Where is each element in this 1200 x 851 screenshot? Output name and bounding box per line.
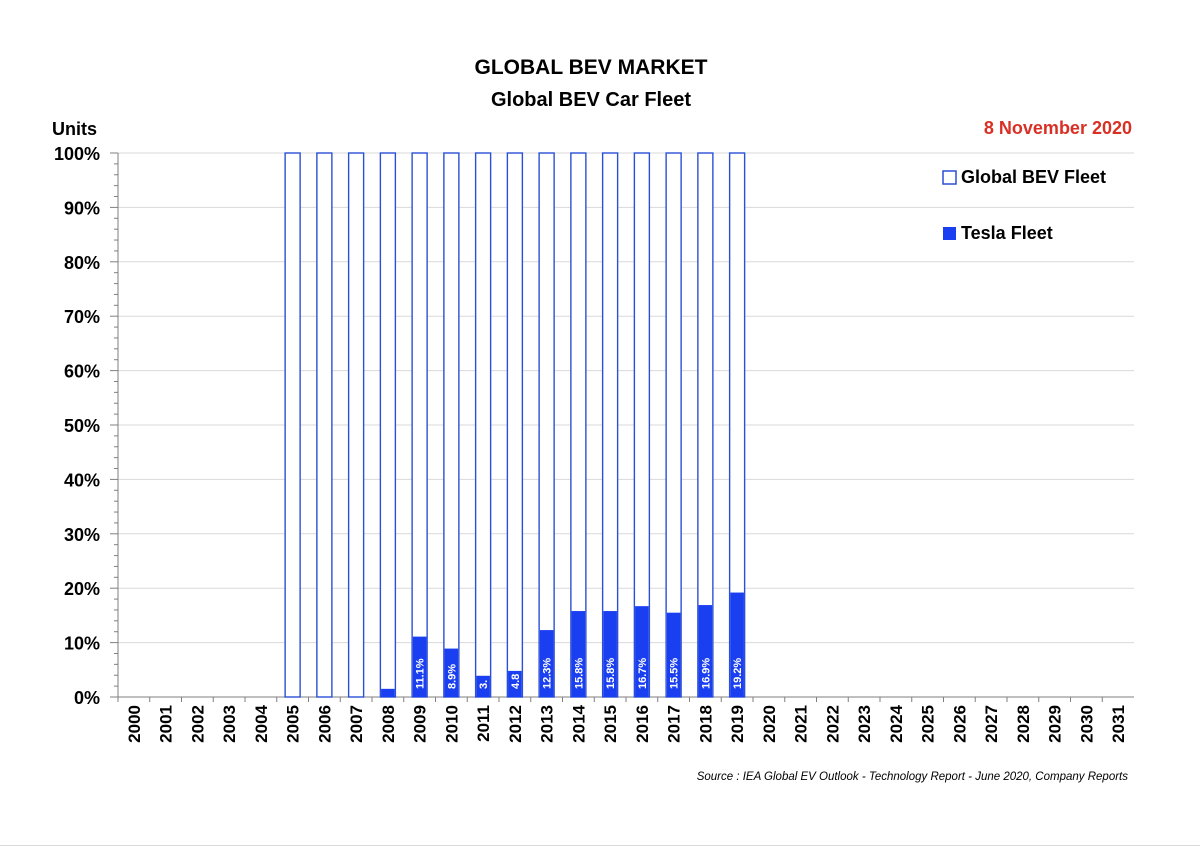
- x-tick-label-2025: 2025: [919, 705, 938, 743]
- data-label-tesla-2009: 11.1%: [415, 658, 427, 689]
- bar-global-bev-fleet-2011: [474, 152, 492, 698]
- x-tick-label-2010: 2010: [442, 705, 461, 743]
- bar-global-bev-fleet-2009: [411, 152, 428, 698]
- bar-tesla-fleet-2018: [698, 605, 713, 697]
- x-tick-label-2026: 2026: [950, 705, 969, 743]
- bar-tesla-fleet-2009: [412, 636, 427, 697]
- x-tick-label-2003: 2003: [220, 705, 239, 743]
- x-tick-label-2029: 2029: [1046, 705, 1065, 743]
- y-tick-label-20: 20%: [64, 579, 100, 599]
- x-tick-label-2030: 2030: [1077, 705, 1096, 743]
- x-tick-label-2016: 2016: [633, 705, 652, 743]
- y-tick-label-40: 40%: [64, 470, 100, 490]
- bar-tesla-fleet-2013: [539, 630, 554, 697]
- chart-title: GLOBAL BEV MARKET: [475, 56, 708, 79]
- bar-global-bev-fleet-2008: [379, 152, 397, 698]
- x-tick-label-2014: 2014: [569, 704, 588, 742]
- x-tick-label-2004: 2004: [252, 704, 271, 742]
- x-tick-label-2013: 2013: [538, 705, 557, 743]
- data-label-tesla-2019: 19.2%: [732, 658, 744, 689]
- data-label-tesla-2011: 3.: [478, 680, 490, 689]
- y-tick-label-90: 90%: [64, 198, 100, 218]
- data-labels: 11.1% 8.9% 3. 4.8 12.3% 15.8% 15.8% 16.7% 15.5% 1…: [415, 658, 745, 689]
- bar-tesla-fleet-2010: [444, 648, 459, 697]
- legend-swatch-global-bev-fleet: [942, 170, 957, 185]
- bar-tesla-fleet-2008: [381, 688, 395, 697]
- data-label-tesla-2013: 12.3%: [542, 658, 554, 689]
- x-tick-label-2022: 2022: [823, 705, 842, 743]
- y-tick-label-80: 80%: [64, 253, 100, 273]
- y-tick-label-30: 30%: [64, 525, 100, 545]
- y-tick-label-0: 0%: [74, 688, 100, 708]
- data-label-tesla-2016: 16.7%: [637, 658, 649, 689]
- x-tick-label-2000: 2000: [125, 705, 144, 743]
- y-tick-label-70: 70%: [64, 307, 100, 327]
- x-tick-label-2012: 2012: [506, 705, 525, 743]
- data-label-tesla-2010: 8.9%: [446, 664, 458, 689]
- x-tick-label-2018: 2018: [696, 705, 715, 743]
- x-tick-label-2009: 2009: [411, 705, 430, 743]
- x-tick-label-2005: 2005: [284, 705, 303, 743]
- bar-tesla-fleet-2019: [730, 592, 744, 697]
- bar-global-bev-fleet-2012: [506, 152, 524, 698]
- y-tick-label-50: 50%: [64, 416, 100, 436]
- bar-tesla-fleet-2011: [476, 675, 490, 697]
- x-tick-label-2017: 2017: [665, 705, 684, 743]
- axes: 0% 10% 20% 30% 40% 50% 60% 70% 80% 90% 100% 2000 200…: [54, 144, 1134, 743]
- bar-tesla-fleet-2015: [603, 611, 617, 697]
- bars: [284, 152, 746, 698]
- bar-tesla-fleet-2016: [635, 606, 649, 697]
- data-label-tesla-2017: 15.5%: [669, 658, 681, 689]
- legend-label-global-bev-fleet: Global BEV Fleet: [961, 167, 1106, 187]
- x-tick-label-2002: 2002: [188, 705, 207, 743]
- x-tick-label-2024: 2024: [887, 704, 906, 742]
- bar-tesla-fleet-2012: [508, 670, 522, 697]
- source-note: Source : IEA Global EV Outlook - Technol…: [697, 771, 1129, 783]
- x-tick-label-2001: 2001: [157, 705, 176, 743]
- x-tick-label-2027: 2027: [982, 705, 1001, 743]
- x-tick-label-2028: 2028: [1014, 705, 1033, 743]
- x-tick-label-2007: 2007: [347, 705, 366, 743]
- data-label-tesla-2015: 15.8%: [605, 658, 617, 689]
- data-label-tesla-2018: 16.9%: [700, 658, 712, 689]
- y-tick-label-10: 10%: [64, 634, 100, 654]
- bar-global-bev-fleet-2005: [284, 152, 301, 698]
- data-label-tesla-2012: 4.8: [510, 674, 522, 689]
- x-tick-label-2006: 2006: [315, 705, 334, 743]
- x-tick-label-2020: 2020: [760, 705, 779, 743]
- bar-global-bev-fleet-2013: [538, 152, 555, 698]
- bar-global-bev-fleet-2006: [316, 152, 333, 698]
- y-tick-label-100: 100%: [54, 144, 100, 164]
- bar-global-bev-fleet-2010: [443, 152, 460, 698]
- legend: Global BEV Fleet Tesla Fleet: [942, 167, 1106, 243]
- bar-tesla-fleet-2017: [666, 612, 681, 697]
- bar-tesla-fleet-2014: [571, 611, 586, 697]
- x-tick-label-2015: 2015: [601, 705, 620, 743]
- y-axis-label: Units: [52, 119, 97, 139]
- data-label-tesla-2014: 15.8%: [573, 658, 585, 689]
- x-tick-label-2019: 2019: [728, 705, 747, 743]
- x-tick-label-2031: 2031: [1109, 705, 1128, 743]
- page-divider: [0, 845, 1200, 846]
- date-note: 8 November 2020: [984, 118, 1132, 138]
- x-tick-label-2023: 2023: [855, 705, 874, 743]
- x-tick-label-2008: 2008: [379, 705, 398, 743]
- legend-label-tesla-fleet: Tesla Fleet: [961, 223, 1053, 243]
- legend-swatch-tesla-fleet: [943, 227, 956, 240]
- x-tick-label-2011: 2011: [474, 705, 493, 742]
- x-tick-label-2021: 2021: [792, 705, 811, 743]
- y-tick-label-60: 60%: [64, 362, 100, 382]
- chart-subtitle: Global BEV Car Fleet: [491, 89, 691, 111]
- bar-global-bev-fleet-2007: [347, 152, 365, 698]
